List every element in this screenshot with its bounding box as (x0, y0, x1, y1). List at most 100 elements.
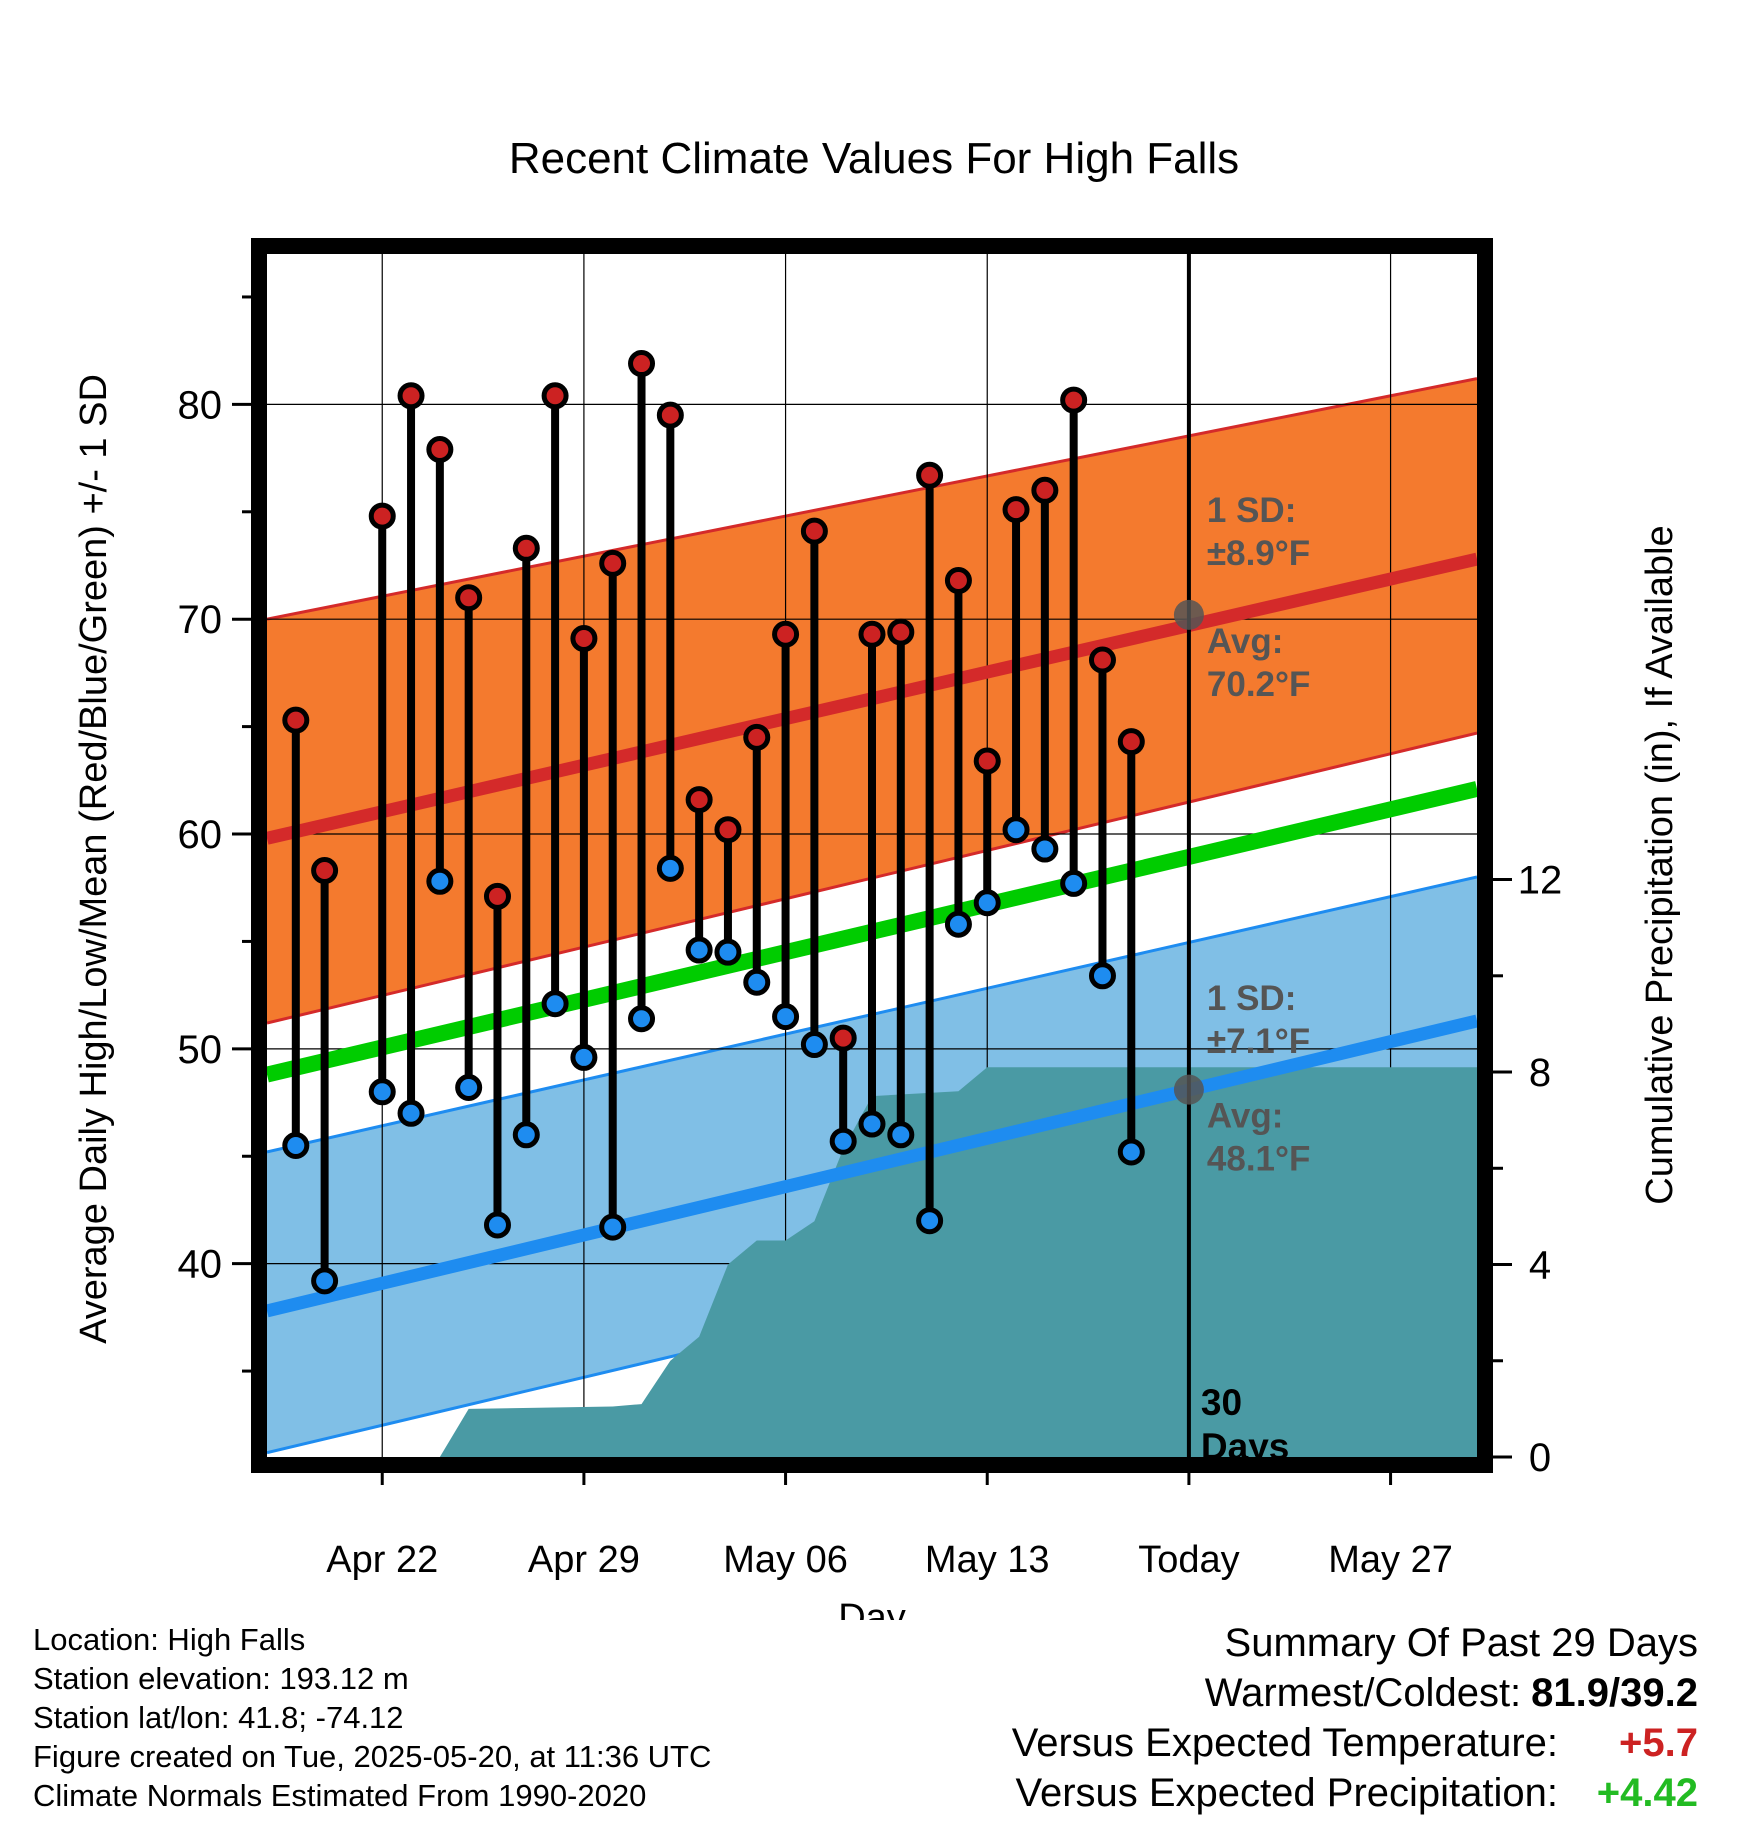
low-dot (455, 1074, 483, 1102)
day-stick-7 (483, 882, 511, 1239)
low-dot (772, 1003, 800, 1031)
day-stick-5 (426, 435, 454, 895)
temp-label: Versus Expected Temperature: (1011, 1721, 1558, 1765)
y2-tick-label-8: 8 (1529, 1051, 1551, 1095)
day-stick-27 (1060, 386, 1088, 897)
day-stick-25 (1002, 496, 1030, 844)
high-dot (772, 620, 800, 648)
high-dot (483, 882, 511, 910)
summary-panel: Summary Of Past 29 Days Warmest/Coldest:… (1012, 1618, 1698, 1818)
high-dot (800, 517, 828, 545)
day-stick-13 (656, 401, 684, 882)
low-dot (426, 867, 454, 895)
today-window-label: 30 Days (1201, 1382, 1289, 1467)
low-dot (570, 1043, 598, 1071)
low-dot (829, 1127, 857, 1155)
day-stick-15 (714, 816, 742, 966)
precip-cumulative-area (267, 1067, 1477, 1457)
low-annotation-text-1: ±7.1°F (1207, 1022, 1310, 1061)
plot-frame (251, 238, 1493, 1473)
day-stick-6 (455, 584, 483, 1102)
high-dot (426, 435, 454, 463)
day-stick-18 (800, 517, 828, 1059)
high-sd-band-upper-edge (267, 377, 1477, 621)
day-stick-17 (772, 620, 800, 1031)
high-dot (282, 706, 310, 734)
low-dot (743, 968, 771, 996)
x-tick-label-2: May 06 (723, 1539, 848, 1581)
warm-cold-value: 81.9/39.2 (1531, 1671, 1698, 1715)
precip-area (267, 1067, 1477, 1457)
info-created: Figure created on Tue, 2025-05-20, at 11… (33, 1739, 712, 1774)
y2-axis: 0 4 8 12 (1493, 859, 1562, 1480)
chart-title: Recent Climate Values For High Falls (509, 134, 1239, 183)
high-dot (829, 1024, 857, 1052)
daily-sticks (282, 350, 1145, 1295)
plot-area: 30 Days 1 SD: ±8.9°F Avg: 70.2°F 1 SD: ±7.1°F A… (267, 254, 1477, 1467)
high-dot (944, 567, 972, 595)
y2-tick-label-4: 4 (1529, 1244, 1551, 1288)
high-dot (628, 350, 656, 378)
low-dot (1060, 869, 1088, 897)
low-dot (483, 1211, 511, 1239)
low-annotation-avg-dot (1173, 1074, 1204, 1105)
low-dot (1002, 816, 1030, 844)
x-tick-label-1: Apr 29 (528, 1539, 640, 1581)
day-stick-21 (887, 618, 915, 1149)
day-stick-9 (541, 382, 569, 1018)
summary-temp: Versus Expected Temperature: +5.7 (1012, 1718, 1698, 1768)
low-dot (887, 1121, 915, 1149)
y-axis: 40 50 60 70 80 (178, 295, 251, 1373)
precip-label: Versus Expected Precipitation: (1015, 1771, 1558, 1815)
day-stick-14 (685, 786, 713, 964)
high-annotation-text-3: 70.2°F (1207, 665, 1311, 704)
high-dot (973, 747, 1001, 775)
day-stick-28 (1088, 646, 1116, 990)
high-dot (311, 857, 339, 885)
high-dot (887, 618, 915, 646)
station-info: Location: High Falls Station elevation: … (33, 1620, 711, 1815)
low-dot (368, 1078, 396, 1106)
day-stick-1 (311, 857, 339, 1295)
high-dot (541, 382, 569, 410)
day-stick-11 (599, 549, 627, 1241)
x-axis: Apr 22 Apr 29 May 06 May 13 Today May 27 (326, 1465, 1453, 1581)
day-stick-12 (628, 350, 656, 1033)
day-stick-0 (282, 706, 310, 1160)
low-dot (858, 1110, 886, 1138)
low-dot (512, 1121, 540, 1149)
high-annotation-text-0: 1 SD: (1207, 491, 1296, 530)
low-dot (944, 910, 972, 938)
day-stick-24 (973, 747, 1001, 917)
day-stick-29 (1117, 728, 1145, 1166)
day-stick-10 (570, 625, 598, 1071)
info-latlon: Station lat/lon: 41.8; -74.12 (33, 1700, 404, 1735)
low-dot (916, 1207, 944, 1235)
low-annotation-text-3: 48.1°F (1207, 1140, 1311, 1179)
high-dot (1031, 476, 1059, 504)
summary-precip: Versus Expected Precipitation: +4.42 (1012, 1768, 1698, 1818)
x-axis-label: Day (838, 1597, 906, 1620)
low-dot (1117, 1138, 1145, 1166)
info-location: Location: High Falls (33, 1622, 306, 1657)
high-dot (512, 534, 540, 562)
y-tick-label-70: 70 (178, 598, 223, 642)
high-dot (916, 461, 944, 489)
low-dot (685, 936, 713, 964)
day-stick-8 (512, 534, 540, 1149)
low-dot (397, 1099, 425, 1127)
high-dot (570, 625, 598, 653)
high-dot (714, 816, 742, 844)
y2-axis-label: Cumulative Precipitation (in), If Availa… (1639, 525, 1681, 1204)
high-dot (858, 620, 886, 648)
high-annotation-text-1: ±8.9°F (1207, 534, 1310, 573)
y-tick-label-80: 80 (178, 383, 223, 427)
y-tick-label-50: 50 (178, 1028, 223, 1072)
warm-cold-label: Warmest/Coldest: (1204, 1671, 1522, 1715)
low-dot (973, 889, 1001, 917)
y2-tick-label-0: 0 (1529, 1436, 1551, 1480)
low-dot (541, 990, 569, 1018)
high-dot (656, 401, 684, 429)
day-stick-23 (944, 567, 972, 938)
low-dot (714, 938, 742, 966)
